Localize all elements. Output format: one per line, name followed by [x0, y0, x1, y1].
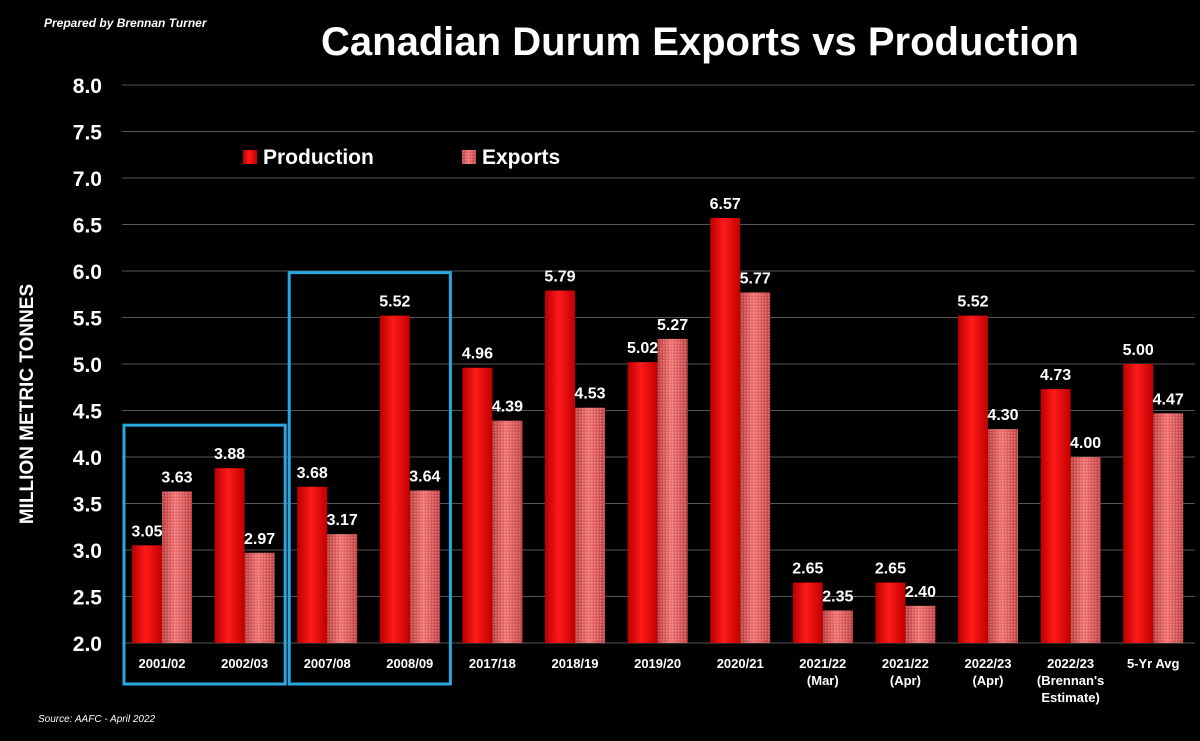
exports-bar-texture — [244, 552, 275, 643]
x-tick-label: 2007/08 — [304, 656, 351, 671]
x-tick-label: 2001/02 — [139, 656, 186, 671]
x-tick-label: 2021/22 — [882, 656, 929, 671]
production-bar — [627, 362, 658, 643]
y-tick-label: 5.0 — [73, 354, 102, 377]
production-bar — [132, 545, 162, 643]
data-label: 4.39 — [492, 399, 523, 416]
exports-bar-texture — [905, 605, 936, 643]
x-tick-label: (Mar) — [807, 673, 839, 688]
data-label: 3.88 — [214, 446, 245, 463]
exports-bar-texture — [1153, 413, 1184, 643]
production-bar — [379, 315, 410, 643]
exports-bar-texture — [822, 610, 853, 643]
x-tick-label: 5-Yr Avg — [1127, 656, 1180, 671]
x-tick-label: 2020/21 — [717, 656, 764, 671]
data-label: 4.73 — [1040, 367, 1071, 384]
data-label: 2.65 — [792, 561, 823, 578]
x-tick-label: 2021/22 — [799, 656, 846, 671]
production-bar — [297, 486, 328, 643]
production-bar — [1123, 364, 1154, 643]
production-bar — [875, 582, 906, 643]
production-bar — [710, 217, 741, 644]
x-tick-label: 2017/18 — [469, 656, 516, 671]
x-tick-label: 2008/09 — [386, 656, 433, 671]
highlight-box — [287, 271, 452, 686]
y-tick-label: 5.5 — [73, 308, 103, 331]
highlight-box — [122, 423, 287, 686]
data-label: 5.79 — [544, 269, 575, 286]
y-tick-label: 3.5 — [73, 494, 103, 517]
data-label: 4.47 — [1153, 391, 1184, 408]
data-label: 5.27 — [657, 317, 688, 334]
y-tick-label: 2.0 — [73, 633, 102, 656]
production-bar — [545, 290, 575, 643]
x-tick-label: 2022/23 — [965, 656, 1012, 671]
production-bar — [462, 367, 493, 643]
x-tick-label: Estimate) — [1041, 690, 1100, 705]
data-label: 4.00 — [1070, 435, 1101, 452]
x-tick-label: 2019/20 — [634, 656, 681, 671]
y-tick-label: 4.0 — [73, 447, 102, 470]
y-tick-label: 7.5 — [73, 122, 103, 145]
source-note: Source: AAFC - April 2022 — [38, 714, 156, 725]
data-label: 4.53 — [574, 386, 605, 403]
y-tick-label: 8.0 — [73, 75, 102, 98]
exports-bar-texture — [327, 534, 358, 643]
x-tick-label: 2002/03 — [221, 656, 268, 671]
data-label: 2.40 — [905, 584, 936, 601]
data-label: 3.64 — [409, 468, 440, 485]
production-bar — [1040, 389, 1071, 643]
data-label: 2.65 — [875, 561, 906, 578]
data-label: 6.57 — [710, 196, 741, 213]
x-tick-label: (Apr) — [972, 673, 1003, 688]
exports-bar-texture — [1070, 457, 1101, 643]
production-bar — [958, 315, 988, 643]
x-tick-label: 2022/23 — [1047, 656, 1094, 671]
legend-swatch-production — [243, 150, 257, 164]
legend-label: Exports — [482, 146, 560, 169]
data-label: 3.68 — [297, 465, 328, 482]
y-tick-label: 3.0 — [73, 540, 102, 563]
exports-bar-texture — [657, 338, 688, 643]
exports-bar-texture — [492, 420, 523, 643]
x-tick-label: 2018/19 — [552, 656, 599, 671]
production-bar — [792, 582, 823, 643]
exports-bar-texture — [740, 292, 771, 643]
data-label: 3.17 — [327, 512, 358, 529]
exports-bar-texture — [988, 429, 1018, 643]
chart-title: Canadian Durum Exports vs Production — [321, 20, 1079, 64]
data-label: 4.96 — [462, 346, 493, 363]
data-label: 2.97 — [244, 531, 275, 548]
y-tick-label: 6.5 — [73, 215, 103, 238]
legend-swatch-texture — [462, 150, 476, 164]
x-tick-label: (Brennan's — [1037, 673, 1104, 688]
data-label: 5.77 — [740, 270, 771, 287]
production-bar — [214, 468, 245, 643]
y-tick-label: 4.5 — [73, 401, 103, 424]
y-tick-label: 7.0 — [73, 168, 102, 191]
legend-label: Production — [263, 146, 374, 169]
y-tick-label: 6.0 — [73, 261, 102, 284]
exports-bar-texture — [575, 407, 605, 643]
data-label: 3.63 — [161, 469, 192, 486]
x-tick-label: (Apr) — [890, 673, 921, 688]
data-label: 5.00 — [1123, 342, 1154, 359]
data-label: 3.05 — [131, 523, 162, 540]
exports-bar-texture — [409, 490, 440, 643]
prepared-by-label: Prepared by Brennan Turner — [44, 16, 207, 30]
data-label: 4.30 — [987, 407, 1018, 424]
data-label: 5.02 — [627, 340, 658, 357]
y-tick-label: 2.5 — [73, 587, 103, 610]
data-label: 2.35 — [822, 588, 853, 605]
data-label: 5.52 — [379, 294, 410, 311]
data-label: 5.52 — [957, 294, 988, 311]
exports-bar-texture — [162, 491, 192, 643]
